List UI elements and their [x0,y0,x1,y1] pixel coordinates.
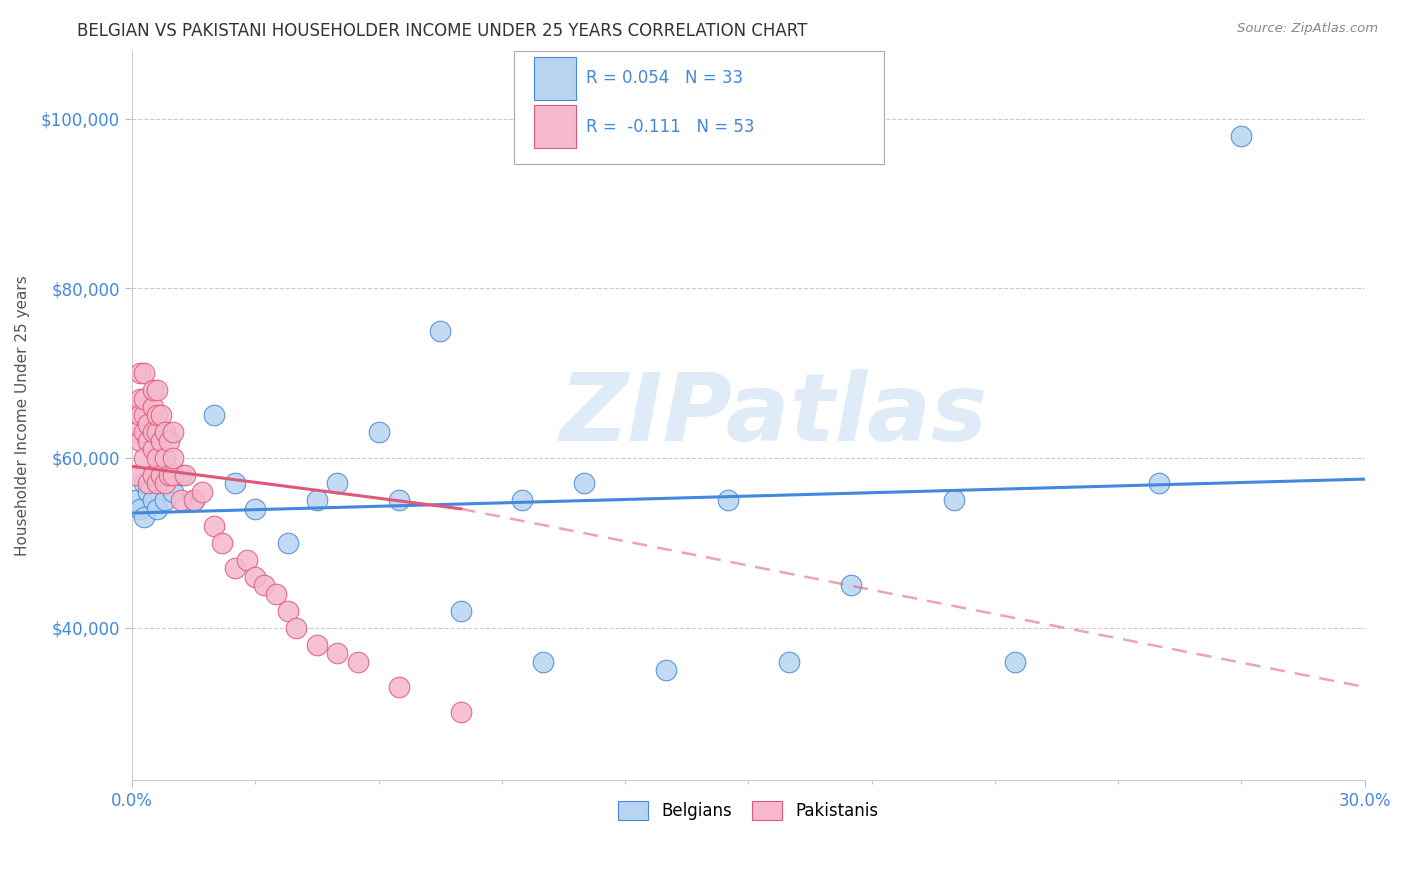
Point [157,434,180,448]
Point [145,425,167,440]
Point [224,476,246,491]
Point [252,578,274,592]
Point [149,476,172,491]
Point [129,501,152,516]
Point [153,493,176,508]
Point [129,366,152,380]
Point [211,535,233,549]
FancyBboxPatch shape [534,105,576,148]
Point [134,450,156,465]
Point [162,425,184,440]
Point [145,476,167,491]
Point [149,434,172,448]
Point [134,409,156,423]
Text: BELGIAN VS PAKISTANI HOUSEHOLDER INCOME UNDER 25 YEARS CORRELATION CHART: BELGIAN VS PAKISTANI HOUSEHOLDER INCOME … [77,22,807,40]
Point [388,493,411,508]
Point [191,484,214,499]
Text: R = 0.054   N = 33: R = 0.054 N = 33 [586,69,742,87]
Point [145,450,167,465]
Point [429,324,451,338]
Point [129,434,152,448]
Point [572,476,595,491]
Point [170,467,193,482]
Point [347,655,370,669]
Point [224,561,246,575]
Point [142,493,165,508]
Point [142,442,165,457]
Point [174,467,197,482]
Point [1004,655,1026,669]
Point [450,604,472,618]
Point [162,467,184,482]
Point [183,493,205,508]
Point [170,493,193,508]
Point [125,467,148,482]
Text: R =  -0.111   N = 53: R = -0.111 N = 53 [586,119,754,136]
Point [153,476,176,491]
Point [125,493,148,508]
Point [655,663,678,677]
Point [134,510,156,524]
Point [264,587,287,601]
FancyBboxPatch shape [515,51,884,164]
Point [138,476,160,491]
Point [202,409,225,423]
Point [129,392,152,406]
Point [277,604,299,618]
Point [245,570,267,584]
Point [153,425,176,440]
Point [326,476,349,491]
Point [138,484,160,499]
Point [942,493,965,508]
Point [202,518,225,533]
Point [277,535,299,549]
Point [305,493,328,508]
Point [512,493,534,508]
Text: ZIPatlas: ZIPatlas [560,369,987,461]
Point [326,646,349,660]
Point [129,409,152,423]
Point [367,425,389,440]
Point [839,578,862,592]
Point [145,501,167,516]
Point [142,383,165,397]
Y-axis label: Householder Income Under 25 years: Householder Income Under 25 years [15,275,30,556]
Point [162,484,184,499]
Point [236,552,259,566]
Point [138,417,160,431]
Point [134,425,156,440]
Point [142,425,165,440]
Point [388,680,411,694]
Point [162,450,184,465]
Point [149,467,172,482]
Point [305,638,328,652]
Point [138,434,160,448]
Point [1230,128,1253,143]
Point [450,706,472,720]
FancyBboxPatch shape [534,56,576,100]
Point [245,501,267,516]
Point [145,409,167,423]
Point [717,493,740,508]
Point [134,392,156,406]
Text: Source: ZipAtlas.com: Source: ZipAtlas.com [1237,22,1378,36]
Point [145,383,167,397]
Point [153,450,176,465]
Point [285,621,308,635]
Legend: Belgians, Pakistanis: Belgians, Pakistanis [612,795,886,827]
Point [125,425,148,440]
Point [134,476,156,491]
Point [183,493,205,508]
Point [779,655,801,669]
Point [134,366,156,380]
Point [142,400,165,414]
Point [1149,476,1171,491]
Point [149,409,172,423]
Point [142,467,165,482]
Point [157,467,180,482]
Point [531,655,554,669]
